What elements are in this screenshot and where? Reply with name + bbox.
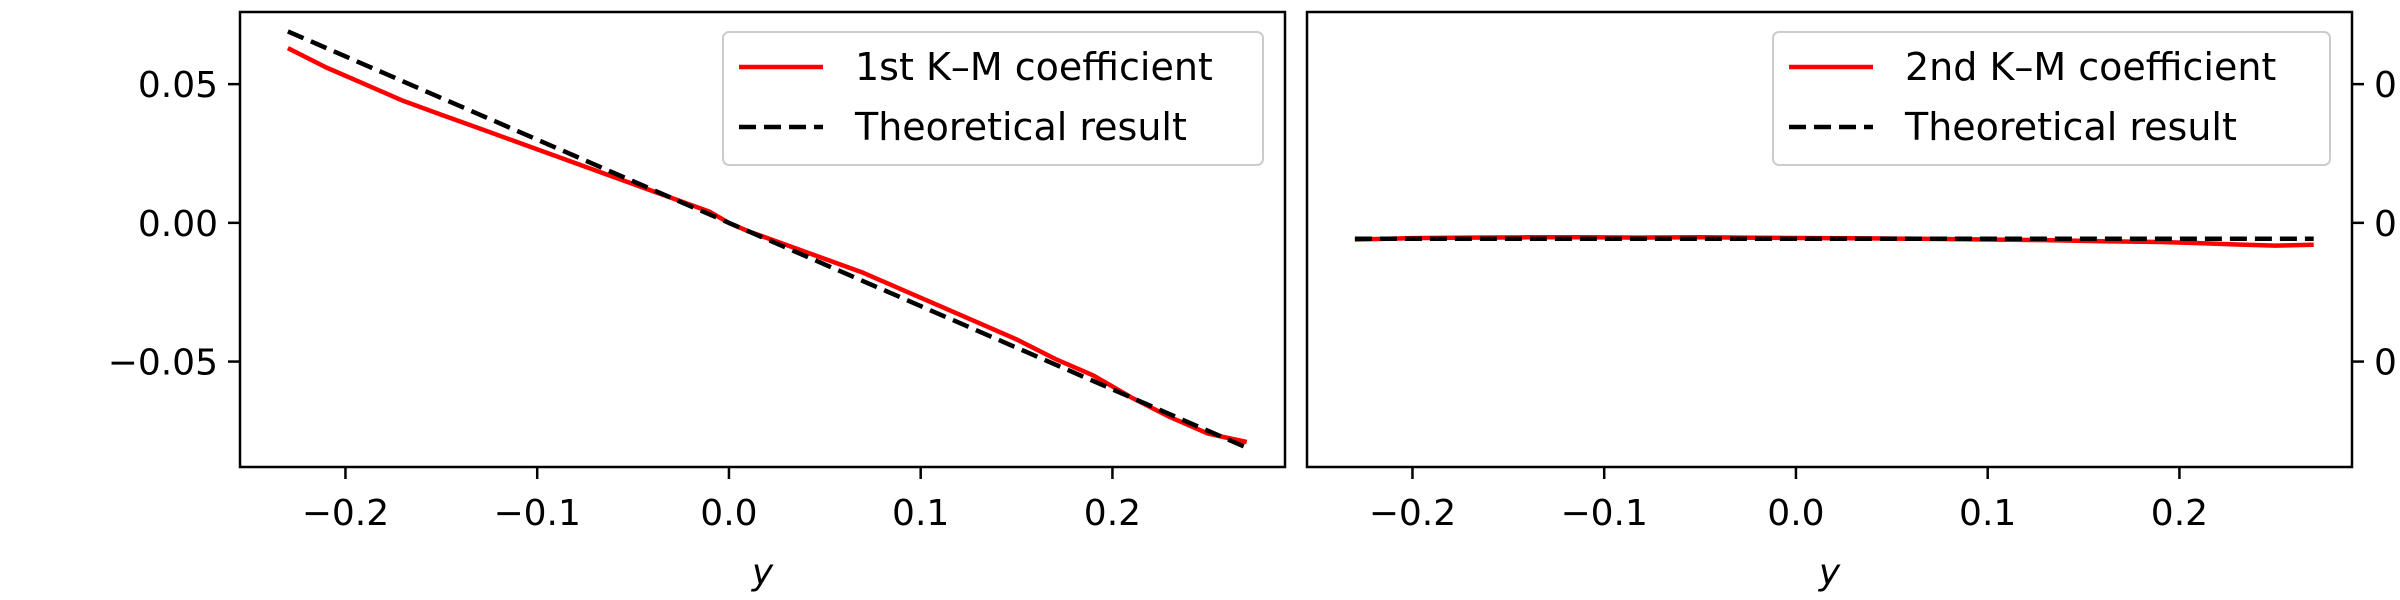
x-tick-label: −0.1 xyxy=(1560,493,1647,534)
x-tick-label: −0.2 xyxy=(1369,493,1456,534)
chart-panel-second-km-coefficient: −0.2 −0.1 0.0 0.1 0.2 0 0 0 y 2nd K–M coefficient… xyxy=(1305,10,2397,593)
x-tick-label: 0.0 xyxy=(1767,493,1824,534)
y-tick-label: −0.05 xyxy=(108,343,218,384)
legend-box xyxy=(1772,31,2331,166)
x-axis-label: y xyxy=(751,552,774,593)
y-tick-label: 0.05 xyxy=(138,65,218,106)
legend-label: Theoretical result xyxy=(854,105,1187,149)
chart-panel-first-km-coefficient: −0.2 −0.1 0.0 0.1 0.2 0.05 0.00 −0.05 y 1st K–M c… xyxy=(108,10,1287,593)
y-tick-label: 0.00 xyxy=(138,204,218,245)
x-tick-label: 0.2 xyxy=(1084,493,1141,534)
legend-label: 2nd K–M coefficient xyxy=(1905,45,2276,89)
legend: 2nd K–M coefficient Theoretical result xyxy=(1772,31,2331,166)
legend: 1st K–M coefficient Theoretical result xyxy=(722,31,1264,166)
legend-label: Theoretical result xyxy=(1904,105,2237,149)
x-tick-label: −0.1 xyxy=(493,493,580,534)
y-tick-label: 0 xyxy=(2374,204,2397,245)
y-tick-label: 0 xyxy=(2374,343,2397,384)
x-tick-label: 0.0 xyxy=(700,493,757,534)
x-tick-label: 0.1 xyxy=(1959,493,2016,534)
x-tick-label: 0.1 xyxy=(892,493,949,534)
y-tick-label: 0 xyxy=(2374,65,2397,106)
x-tick-label: 0.2 xyxy=(2151,493,2208,534)
series-line-2nd-k-m-coefficient xyxy=(1354,235,2314,248)
legend-label: 1st K–M coefficient xyxy=(855,45,1213,89)
x-axis-label: y xyxy=(1818,552,1841,593)
axes-frame xyxy=(238,10,1287,469)
axes-frame xyxy=(1305,10,2354,469)
x-tick-label: −0.2 xyxy=(302,493,389,534)
legend-box xyxy=(722,31,1264,166)
